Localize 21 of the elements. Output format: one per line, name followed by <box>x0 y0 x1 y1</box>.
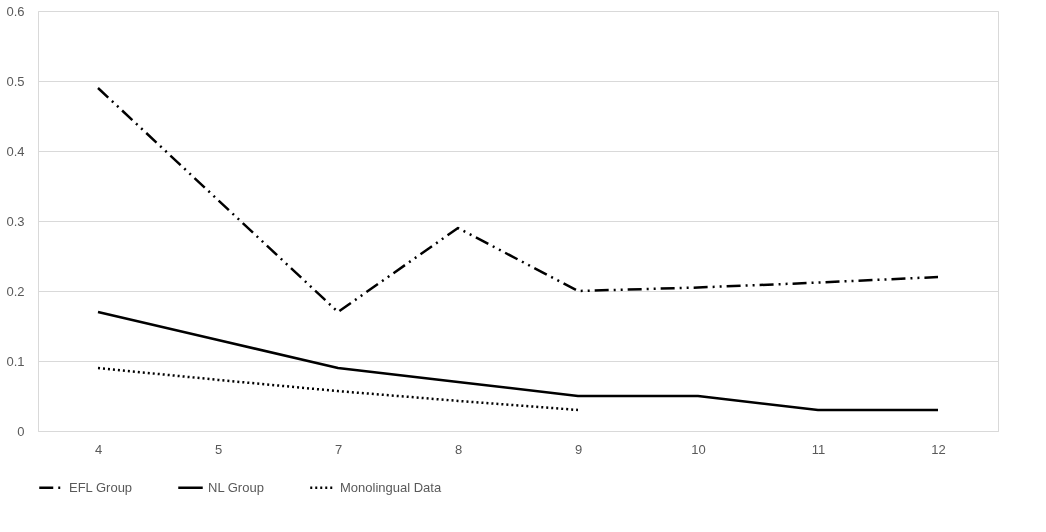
x-tick-label: 7 <box>334 441 343 457</box>
y-tick-label: 0.3 <box>6 213 25 229</box>
y-tick-label: 0.5 <box>6 73 25 89</box>
y-tick-label: 0.4 <box>6 143 25 159</box>
legend-label: EFL Group <box>69 479 133 495</box>
line-series <box>96 86 940 314</box>
y-tick-label: 0.2 <box>6 283 25 299</box>
x-tick-label: 10 <box>691 441 706 457</box>
legend-label: Monolingual Data <box>340 479 442 495</box>
line-series <box>96 366 580 412</box>
legend-label: NL Group <box>208 479 264 495</box>
line-series <box>96 310 940 412</box>
x-tick-label: 12 <box>931 441 946 457</box>
y-tick-label: 0.1 <box>6 353 25 369</box>
x-tick-label: 9 <box>574 441 583 457</box>
x-tick-label: 5 <box>214 441 223 457</box>
x-tick-label: 4 <box>94 441 103 457</box>
y-tick-label: 0.6 <box>6 3 25 19</box>
y-tick-label: 0 <box>17 423 25 439</box>
x-tick-label: 11 <box>811 441 826 457</box>
x-tick-label: 8 <box>454 441 463 457</box>
